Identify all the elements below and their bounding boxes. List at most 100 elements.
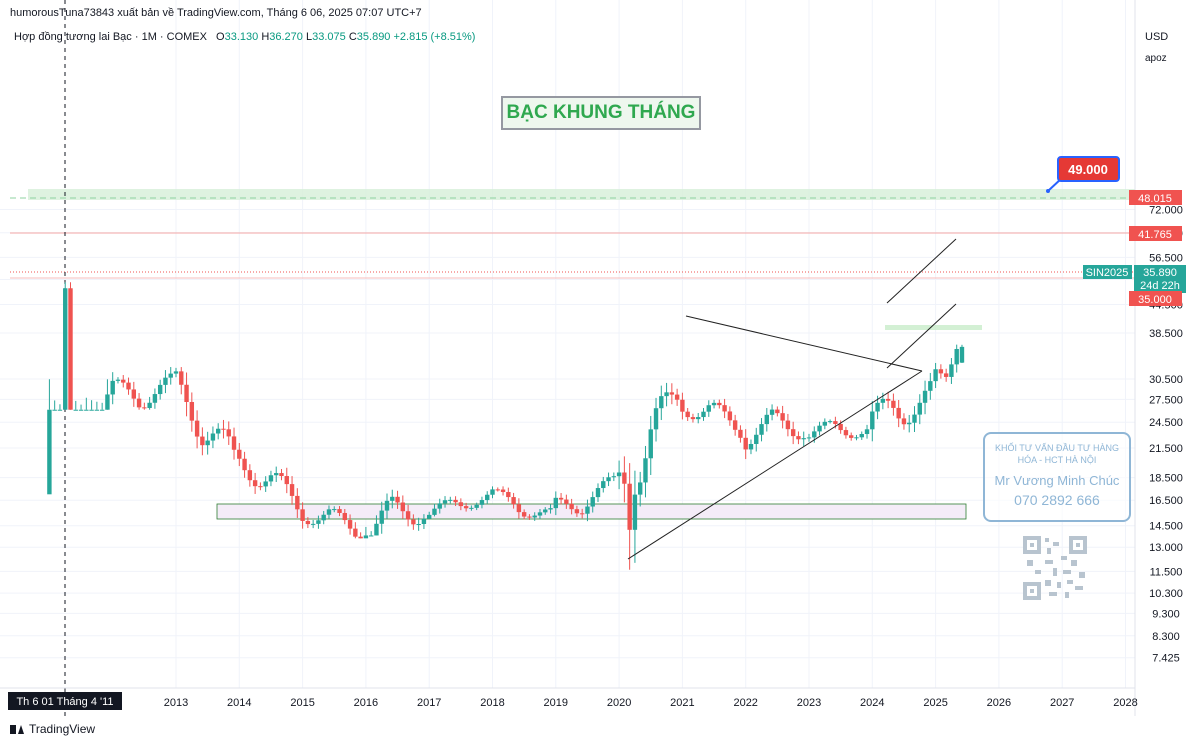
level-48-label-bg bbox=[1129, 190, 1182, 205]
small-support-zone bbox=[885, 325, 982, 330]
candle-body bbox=[685, 411, 690, 418]
candle-body bbox=[659, 396, 664, 409]
candle-body bbox=[928, 381, 933, 391]
candle-body bbox=[854, 437, 859, 439]
promo-line1: KHỐI TƯ VẤN ĐẦU TƯ HÀNG HÓA - HCT HÀ NỘI bbox=[994, 443, 1120, 465]
candle-body bbox=[342, 512, 347, 521]
candle-body bbox=[595, 488, 601, 498]
candle-body bbox=[606, 477, 611, 482]
candle-body bbox=[780, 413, 785, 421]
target-bubble[interactable] bbox=[1057, 156, 1120, 182]
candle-body bbox=[648, 429, 653, 459]
candle-body bbox=[690, 417, 696, 420]
crosshair-date-label-bg bbox=[8, 692, 122, 710]
candle-body bbox=[379, 510, 384, 524]
candle-body bbox=[859, 434, 864, 438]
candle-body bbox=[179, 371, 184, 385]
candle-body bbox=[922, 390, 928, 403]
year-tick-label: 2026 bbox=[987, 697, 1011, 709]
year-tick-label: 2013 bbox=[164, 697, 188, 709]
candle-body bbox=[448, 499, 453, 501]
open-value: 33.130 bbox=[224, 31, 259, 43]
currency-selector[interactable]: USD bbox=[1145, 31, 1169, 43]
ticker-label-bg bbox=[1083, 265, 1132, 279]
triangle-lower-trendline[interactable] bbox=[627, 370, 923, 560]
candle-body bbox=[205, 440, 210, 446]
candle-body bbox=[806, 437, 812, 439]
candle-body bbox=[47, 409, 52, 495]
candle-body bbox=[221, 428, 226, 430]
qr-code-icon bbox=[1023, 536, 1087, 600]
price-tick-label: 30.500 bbox=[1149, 374, 1183, 386]
candle-body bbox=[416, 523, 421, 525]
candle-body bbox=[680, 399, 685, 412]
candle-body bbox=[305, 520, 311, 525]
candle-body bbox=[78, 409, 84, 411]
candle-body bbox=[622, 472, 627, 484]
year-tick-label: 2027 bbox=[1050, 697, 1074, 709]
candle-body bbox=[601, 481, 606, 489]
candle-body bbox=[943, 373, 949, 377]
candle-body bbox=[421, 518, 427, 524]
channel-upper-line[interactable] bbox=[886, 238, 957, 304]
candle-body bbox=[99, 409, 105, 411]
candle-body bbox=[157, 384, 163, 395]
candle-body bbox=[516, 504, 522, 513]
candle-body bbox=[674, 394, 680, 400]
high-value: 36.270 bbox=[269, 31, 303, 43]
candle-body bbox=[711, 402, 717, 406]
price-tick-label: 38.500 bbox=[1149, 328, 1183, 340]
candle-body bbox=[73, 409, 78, 411]
candle-body bbox=[912, 414, 917, 423]
price-tick-label: 56.500 bbox=[1149, 252, 1183, 264]
candle-body bbox=[880, 398, 886, 403]
level-35-label-bg bbox=[1129, 291, 1182, 306]
candle-body bbox=[337, 509, 342, 513]
price-axis[interactable]: 72.00064.00056.50050.50044.50038.50030.5… bbox=[1149, 205, 1183, 665]
chart-title-annotation[interactable]: BẠC KHUNG THÁNG bbox=[501, 96, 701, 130]
candle-body bbox=[94, 409, 100, 411]
candle-body bbox=[954, 348, 959, 365]
candle-body bbox=[817, 425, 822, 432]
candle-body bbox=[210, 433, 216, 441]
candle-body bbox=[247, 470, 253, 481]
candle-body bbox=[289, 484, 295, 496]
candle-body bbox=[901, 418, 907, 425]
candle-body bbox=[701, 411, 706, 418]
candle-body bbox=[200, 436, 205, 446]
triangle-upper-trendline[interactable] bbox=[685, 315, 923, 372]
price-tick-label: 24.500 bbox=[1149, 417, 1183, 429]
target-bubble-text: 49.000 bbox=[1068, 162, 1108, 177]
candle-body bbox=[870, 411, 875, 430]
candle-body bbox=[933, 369, 938, 382]
candle-body bbox=[458, 502, 464, 507]
candle-body bbox=[363, 535, 369, 539]
year-tick-label: 2015 bbox=[290, 697, 314, 709]
candle-body bbox=[142, 407, 147, 409]
candle-body bbox=[147, 402, 152, 409]
candle-body bbox=[790, 429, 796, 437]
candle-body bbox=[126, 382, 131, 390]
year-tick-label: 2021 bbox=[670, 697, 694, 709]
time-axis[interactable]: 2013 2014 2015 2016 2017 2018 2019 2020 2021 2022… bbox=[164, 697, 1138, 709]
target-callout-dot bbox=[1046, 189, 1050, 193]
candle-body bbox=[585, 506, 590, 514]
tradingview-logo[interactable]: TradingView bbox=[10, 722, 95, 736]
candle-body bbox=[748, 443, 754, 450]
candle-body bbox=[168, 373, 173, 378]
year-tick-label: 2014 bbox=[227, 697, 251, 709]
candle-body bbox=[801, 438, 806, 440]
candle-body bbox=[332, 509, 337, 511]
price-tick-label: 9.300 bbox=[1152, 608, 1180, 620]
candle-body bbox=[284, 476, 289, 485]
channel-lower-line[interactable] bbox=[886, 303, 957, 369]
candle-body bbox=[390, 496, 395, 501]
candle-body bbox=[274, 473, 279, 476]
scale-mode[interactable]: apoz bbox=[1145, 53, 1167, 64]
symbol-legend[interactable]: Hợp đồng tương lai Bạc · 1M · COMEX O33.… bbox=[14, 31, 475, 43]
candle-body bbox=[511, 497, 516, 505]
promo-watermark: KHỐI TƯ VẤN ĐẦU TƯ HÀNG HÓA - HCT HÀ NỘI… bbox=[983, 432, 1131, 522]
candle-body bbox=[590, 497, 595, 507]
level-48-label: 48.015 bbox=[1138, 193, 1172, 205]
